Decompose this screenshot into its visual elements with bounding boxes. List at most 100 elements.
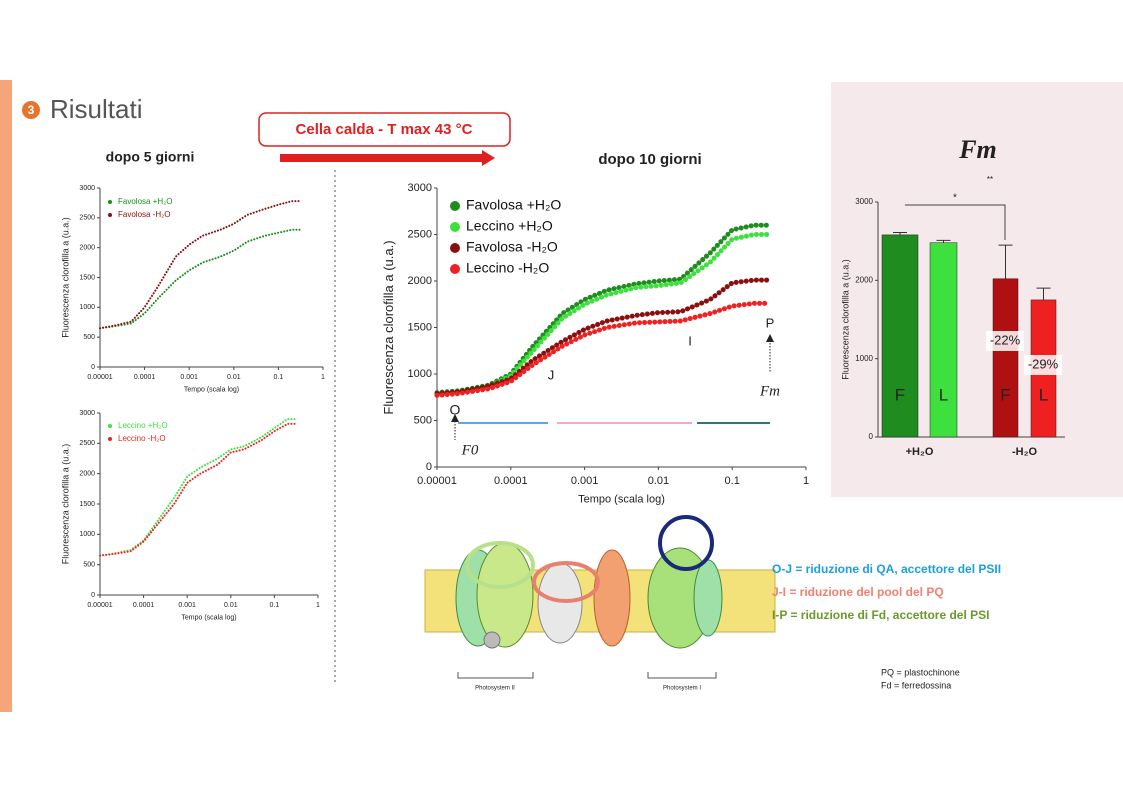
x-tick-label: 0.00001 (417, 475, 457, 487)
legend-marker (108, 424, 112, 428)
chart-title: Fm (958, 135, 997, 164)
complex (483, 631, 501, 649)
legend-marker (108, 213, 112, 217)
x-tick-label: 0.0001 (494, 475, 528, 487)
x-tick-label: 0.1 (270, 602, 280, 609)
y-tick-label: 1000 (408, 368, 432, 380)
legend-label: Favolosa -H₂O (118, 210, 170, 219)
y-tick-label: 2000 (855, 275, 873, 284)
y-tick-label: 2500 (408, 228, 432, 240)
annotation: ** (987, 175, 993, 184)
y-tick-label: 1500 (79, 274, 95, 281)
series-line (434, 232, 770, 397)
y-axis-label: Fluorescenza clorofilla a (u.a.) (61, 217, 71, 338)
highlight (465, 541, 535, 589)
legend-label: Leccino -H₂O (118, 434, 166, 443)
y-tick-label: 1000 (855, 354, 873, 363)
y-axis-label: Fluorescenza clorofilla a (u.a.) (61, 444, 71, 565)
y-tick-label: 2000 (79, 245, 95, 252)
abbreviation: Fd = ferredossina (881, 680, 951, 690)
legend-marker (450, 222, 460, 232)
annotation: -29% (1028, 356, 1059, 371)
x-tick-label: 1 (316, 602, 320, 609)
x-axis-label: Tempo (scala log) (184, 387, 239, 394)
annotation: F0 (461, 442, 479, 458)
y-tick-label: 3000 (408, 182, 432, 194)
chart-title: dopo 5 giorni (106, 149, 195, 165)
protein (593, 549, 631, 647)
y-tick-label: 3000 (79, 185, 95, 192)
chart-title: dopo 10 giorni (598, 151, 701, 168)
series-line (99, 200, 301, 330)
error-bar (1036, 287, 1051, 300)
error-bar (893, 232, 907, 235)
highlight (532, 561, 600, 603)
series-line (434, 277, 770, 397)
y-tick-label: 500 (414, 414, 432, 426)
x-tick-label: 0.1 (274, 374, 284, 381)
series-line (434, 300, 770, 398)
label-background (986, 331, 1024, 351)
x-axis-label: Tempo (scala log) (578, 493, 665, 505)
significance-bracket (905, 204, 1006, 240)
protein (476, 542, 534, 648)
x-tick-label: 0.001 (180, 374, 198, 381)
y-tick-label: 2000 (79, 471, 95, 478)
banner: Cella calda - T max 43 °C (296, 121, 473, 138)
series-line (99, 228, 301, 330)
y-axis-label: Fluorescenza clorofilla a (u.a.) (381, 240, 396, 414)
highlight (658, 515, 714, 571)
bar (992, 278, 1019, 438)
note: O-J = riduzione di QA, accettore del PSI… (772, 562, 1001, 576)
x-tick-label: 0.01 (224, 602, 238, 609)
series-line (99, 422, 297, 557)
protein (537, 562, 583, 644)
group-label: -H₂O (1012, 446, 1037, 458)
bar-label: L (939, 385, 948, 404)
legend-label: Favolosa -H₂O (466, 239, 558, 255)
x-tick-label: 0.1 (725, 475, 740, 487)
diagram-label: Photosystem II (475, 686, 515, 692)
photo-background (831, 82, 1123, 497)
bar-label: F (895, 385, 905, 404)
y-tick-label: 0 (91, 364, 95, 371)
section-number: 3 (28, 103, 35, 117)
x-tick-label: 0.01 (648, 475, 669, 487)
bracket (457, 672, 717, 679)
label-background (1024, 355, 1062, 375)
bar-label: F (1000, 385, 1010, 404)
x-tick-label: 0.01 (227, 374, 241, 381)
y-tick-label: 0 (869, 432, 874, 441)
y-tick-label: 1000 (79, 531, 95, 538)
legend-label: Favolosa +H₂O (466, 197, 561, 213)
abbreviation: PQ = plastochinone (881, 667, 960, 677)
y-axis-label: Fluorescenza clorofilla a (u.a.) (840, 259, 850, 380)
diagram: Photosystem II Photosystem I (424, 515, 776, 692)
y-tick-label: 2000 (408, 275, 432, 287)
group-label: +H₂O (906, 446, 934, 458)
section-title: Risultati (50, 94, 142, 124)
error-bar (936, 239, 951, 243)
y-tick-label: 0 (426, 461, 432, 473)
y-tick-label: 0 (91, 592, 95, 599)
x-tick-label: 0.0001 (134, 374, 156, 381)
y-tick-label: 1500 (408, 321, 432, 333)
x-tick-label: 0.00001 (87, 374, 112, 381)
bar (881, 234, 919, 438)
note: I-P = riduzione di Fd, accettore del PSI (772, 608, 990, 622)
legend-marker (450, 201, 460, 211)
error-bar (998, 244, 1013, 279)
legend-marker (450, 243, 460, 253)
legend-label: Leccino +H₂O (466, 218, 553, 234)
y-tick-label: 3000 (855, 197, 873, 206)
y-tick-label: 500 (83, 334, 95, 341)
annotation: I (688, 333, 692, 348)
arrow-head (451, 414, 459, 422)
annotation: -22% (990, 332, 1021, 347)
note: J-I = riduzione del pool del PQ (772, 585, 944, 599)
annotation: * (953, 193, 957, 204)
diagram-label: Photosystem I (663, 686, 701, 692)
annotation: Fm (759, 383, 780, 399)
x-tick-label: 0.00001 (87, 602, 112, 609)
y-tick-label: 1000 (79, 304, 95, 311)
